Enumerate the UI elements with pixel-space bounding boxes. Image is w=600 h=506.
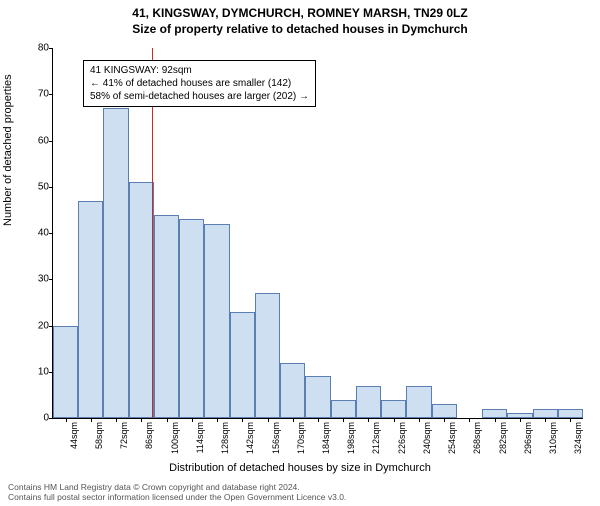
y-tick-label: 70 bbox=[19, 89, 53, 100]
x-tick-mark bbox=[268, 418, 269, 422]
x-tick-label: 142sqm bbox=[245, 422, 255, 454]
x-tick-mark bbox=[570, 418, 571, 422]
histogram-chart: 0102030405060708044sqm58sqm72sqm86sqm100… bbox=[52, 48, 583, 419]
x-tick-label: 128sqm bbox=[220, 422, 230, 454]
x-tick-mark bbox=[520, 418, 521, 422]
x-tick-mark bbox=[242, 418, 243, 422]
y-tick-mark bbox=[49, 94, 53, 95]
histogram-bar bbox=[280, 363, 305, 419]
annotation-line2: ← 41% of detached houses are smaller (14… bbox=[90, 77, 309, 90]
y-tick-mark bbox=[49, 187, 53, 188]
y-tick-label: 30 bbox=[19, 274, 53, 285]
x-tick-label: 296sqm bbox=[523, 422, 533, 454]
y-tick-label: 80 bbox=[19, 43, 53, 54]
histogram-bar bbox=[533, 409, 558, 418]
histogram-bar bbox=[558, 409, 583, 418]
x-tick-mark bbox=[91, 418, 92, 422]
histogram-bar bbox=[78, 201, 103, 418]
y-tick-label: 40 bbox=[19, 228, 53, 239]
x-tick-mark bbox=[545, 418, 546, 422]
annotation-line1: 41 KINGSWAY: 92sqm bbox=[90, 64, 309, 77]
x-tick-mark bbox=[293, 418, 294, 422]
x-tick-label: 268sqm bbox=[472, 422, 482, 454]
x-tick-label: 156sqm bbox=[271, 422, 281, 454]
x-tick-mark bbox=[116, 418, 117, 422]
histogram-bar bbox=[179, 219, 204, 418]
x-tick-mark bbox=[394, 418, 395, 422]
x-axis-label: Distribution of detached houses by size … bbox=[0, 462, 600, 474]
histogram-bar bbox=[482, 409, 507, 418]
x-tick-mark bbox=[167, 418, 168, 422]
x-tick-mark bbox=[469, 418, 470, 422]
x-tick-label: 212sqm bbox=[371, 422, 381, 454]
x-tick-label: 100sqm bbox=[170, 422, 180, 454]
histogram-bar bbox=[432, 404, 457, 418]
footer-line2: Contains full postal sector information … bbox=[8, 492, 346, 502]
y-axis-label: Number of detached properties bbox=[2, 74, 14, 226]
x-tick-mark bbox=[66, 418, 67, 422]
page-title-line2: Size of property relative to detached ho… bbox=[0, 22, 600, 36]
x-tick-label: 254sqm bbox=[447, 422, 457, 454]
y-tick-mark bbox=[49, 141, 53, 142]
x-tick-mark bbox=[419, 418, 420, 422]
histogram-bar bbox=[255, 293, 280, 418]
page-title-line1: 41, KINGSWAY, DYMCHURCH, ROMNEY MARSH, T… bbox=[0, 6, 600, 20]
x-tick-mark bbox=[318, 418, 319, 422]
x-tick-label: 86sqm bbox=[144, 422, 154, 449]
x-tick-label: 170sqm bbox=[296, 422, 306, 454]
histogram-bar bbox=[356, 386, 381, 418]
x-tick-mark bbox=[495, 418, 496, 422]
y-tick-mark bbox=[49, 233, 53, 234]
y-tick-mark bbox=[49, 279, 53, 280]
x-tick-label: 324sqm bbox=[573, 422, 583, 454]
attribution-footer: Contains HM Land Registry data © Crown c… bbox=[8, 482, 346, 502]
x-tick-label: 198sqm bbox=[346, 422, 356, 454]
x-tick-label: 44sqm bbox=[69, 422, 79, 449]
y-tick-label: 0 bbox=[19, 413, 53, 424]
x-tick-mark bbox=[343, 418, 344, 422]
x-tick-mark bbox=[141, 418, 142, 422]
x-tick-mark bbox=[217, 418, 218, 422]
x-tick-mark bbox=[444, 418, 445, 422]
y-tick-label: 60 bbox=[19, 135, 53, 146]
histogram-bar bbox=[129, 182, 154, 418]
histogram-bar bbox=[53, 326, 78, 419]
histogram-bar bbox=[305, 376, 330, 418]
x-tick-label: 58sqm bbox=[94, 422, 104, 449]
x-tick-label: 184sqm bbox=[321, 422, 331, 454]
histogram-bar bbox=[406, 386, 431, 418]
x-tick-label: 310sqm bbox=[548, 422, 558, 454]
annotation-box: 41 KINGSWAY: 92sqm← 41% of detached hous… bbox=[83, 60, 316, 107]
y-tick-label: 50 bbox=[19, 181, 53, 192]
histogram-bar bbox=[381, 400, 406, 419]
histogram-bar bbox=[230, 312, 255, 418]
x-tick-label: 226sqm bbox=[397, 422, 407, 454]
x-tick-label: 114sqm bbox=[195, 422, 205, 453]
footer-line1: Contains HM Land Registry data © Crown c… bbox=[8, 482, 346, 492]
x-tick-label: 72sqm bbox=[119, 422, 129, 449]
histogram-bar bbox=[154, 215, 179, 419]
y-tick-label: 10 bbox=[19, 366, 53, 377]
histogram-bar bbox=[204, 224, 229, 418]
histogram-bar bbox=[331, 400, 356, 419]
x-tick-mark bbox=[368, 418, 369, 422]
annotation-line3: 58% of semi-detached houses are larger (… bbox=[90, 90, 309, 103]
x-tick-label: 240sqm bbox=[422, 422, 432, 454]
y-tick-mark bbox=[49, 48, 53, 49]
x-tick-label: 282sqm bbox=[498, 422, 508, 454]
histogram-bar bbox=[103, 108, 128, 418]
x-tick-mark bbox=[192, 418, 193, 422]
y-tick-label: 20 bbox=[19, 320, 53, 331]
y-tick-mark bbox=[49, 418, 53, 419]
